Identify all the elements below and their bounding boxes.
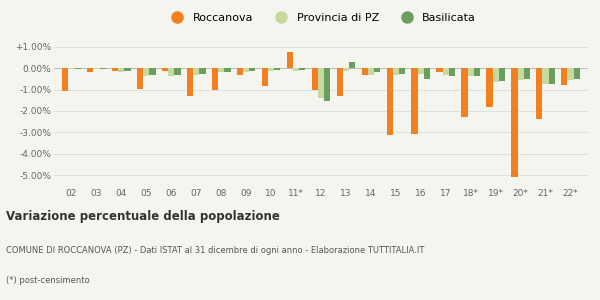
Bar	[418, 68, 424, 74]
Bar	[324, 68, 331, 101]
Bar	[461, 68, 467, 117]
Bar	[237, 68, 243, 75]
Bar	[137, 68, 143, 88]
Bar	[143, 68, 149, 76]
Bar	[474, 68, 480, 76]
Text: COMUNE DI ROCCANOVA (PZ) - Dati ISTAT al 31 dicembre di ogni anno - Elaborazione: COMUNE DI ROCCANOVA (PZ) - Dati ISTAT al…	[6, 246, 424, 255]
Bar	[436, 68, 443, 72]
Bar	[524, 68, 530, 79]
Bar	[68, 68, 74, 69]
Bar	[561, 68, 568, 85]
Bar	[574, 68, 580, 79]
Bar	[318, 68, 324, 98]
Bar	[249, 68, 256, 71]
Bar	[243, 68, 249, 72]
Bar	[393, 68, 399, 75]
Bar	[193, 68, 199, 75]
Bar	[443, 68, 449, 75]
Bar	[349, 62, 355, 68]
Bar	[224, 68, 230, 72]
Bar	[374, 68, 380, 72]
Bar	[124, 68, 131, 71]
Bar	[343, 68, 349, 71]
Text: Variazione percentuale della popolazione: Variazione percentuale della popolazione	[6, 210, 280, 223]
Bar	[449, 68, 455, 76]
Bar	[94, 68, 100, 69]
Text: (*) post-censimento: (*) post-censimento	[6, 276, 89, 285]
Bar	[112, 68, 118, 71]
Bar	[74, 68, 81, 69]
Bar	[168, 68, 175, 76]
Bar	[118, 68, 124, 72]
Bar	[287, 52, 293, 68]
Bar	[293, 68, 299, 71]
Bar	[199, 68, 206, 74]
Bar	[311, 68, 318, 90]
Bar	[62, 68, 68, 91]
Bar	[87, 68, 94, 72]
Bar	[493, 68, 499, 82]
Bar	[299, 68, 305, 70]
Bar	[175, 68, 181, 75]
Bar	[548, 68, 555, 84]
Bar	[337, 68, 343, 96]
Bar	[274, 68, 280, 70]
Bar	[424, 68, 430, 79]
Bar	[542, 68, 548, 84]
Bar	[268, 68, 274, 71]
Legend: Roccanova, Provincia di PZ, Basilicata: Roccanova, Provincia di PZ, Basilicata	[161, 9, 481, 27]
Bar	[536, 68, 542, 119]
Bar	[100, 68, 106, 69]
Bar	[467, 68, 474, 76]
Bar	[187, 68, 193, 96]
Bar	[518, 68, 524, 80]
Bar	[399, 68, 405, 74]
Bar	[568, 68, 574, 80]
Bar	[362, 68, 368, 75]
Bar	[212, 68, 218, 90]
Bar	[487, 68, 493, 107]
Bar	[499, 68, 505, 81]
Bar	[412, 68, 418, 134]
Bar	[368, 68, 374, 75]
Bar	[149, 68, 155, 75]
Bar	[218, 68, 224, 72]
Bar	[262, 68, 268, 86]
Bar	[511, 68, 518, 177]
Bar	[162, 68, 168, 71]
Bar	[386, 68, 393, 135]
